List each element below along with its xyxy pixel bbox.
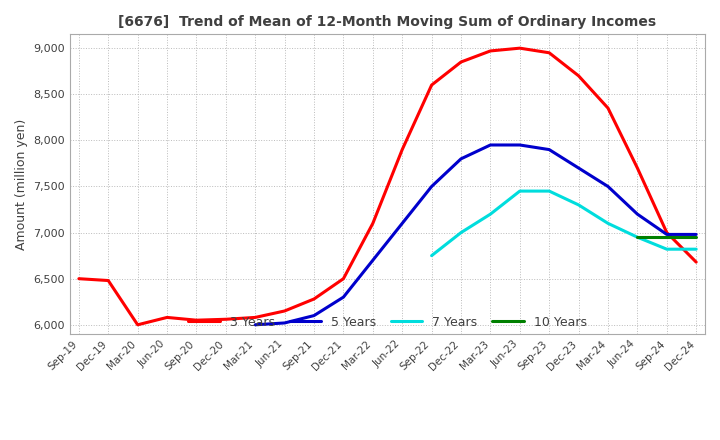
5 Years — [692, 232, 701, 237]
Line: 5 Years: 5 Years — [255, 145, 696, 325]
5 Years — [427, 184, 436, 189]
3 Years — [280, 308, 289, 314]
3 Years — [398, 147, 407, 152]
3 Years — [516, 45, 524, 51]
7 Years — [456, 230, 465, 235]
7 Years — [427, 253, 436, 258]
3 Years — [369, 221, 377, 226]
7 Years — [575, 202, 583, 208]
3 Years — [104, 278, 112, 283]
3 Years — [251, 315, 259, 320]
5 Years — [310, 313, 318, 318]
3 Years — [662, 230, 671, 235]
5 Years — [486, 143, 495, 148]
Legend: 3 Years, 5 Years, 7 Years, 10 Years: 3 Years, 5 Years, 7 Years, 10 Years — [184, 311, 592, 334]
5 Years — [398, 221, 407, 226]
5 Years — [456, 156, 465, 161]
3 Years — [633, 165, 642, 171]
7 Years — [486, 212, 495, 217]
10 Years — [692, 235, 701, 240]
5 Years — [369, 257, 377, 263]
7 Years — [692, 246, 701, 252]
5 Years — [575, 165, 583, 171]
3 Years — [603, 106, 612, 111]
5 Years — [251, 322, 259, 327]
3 Years — [456, 59, 465, 65]
3 Years — [222, 317, 230, 322]
3 Years — [310, 296, 318, 301]
Line: 7 Years: 7 Years — [431, 191, 696, 256]
5 Years — [545, 147, 554, 152]
3 Years — [192, 318, 201, 323]
5 Years — [516, 143, 524, 148]
3 Years — [486, 48, 495, 54]
7 Years — [633, 235, 642, 240]
5 Years — [339, 294, 348, 300]
10 Years — [662, 235, 671, 240]
7 Years — [603, 221, 612, 226]
10 Years — [633, 235, 642, 240]
5 Years — [603, 184, 612, 189]
Line: 3 Years: 3 Years — [79, 48, 696, 325]
5 Years — [662, 232, 671, 237]
7 Years — [516, 188, 524, 194]
3 Years — [692, 260, 701, 265]
Title: [6676]  Trend of Mean of 12-Month Moving Sum of Ordinary Incomes: [6676] Trend of Mean of 12-Month Moving … — [119, 15, 657, 29]
3 Years — [339, 276, 348, 281]
3 Years — [75, 276, 84, 281]
3 Years — [427, 82, 436, 88]
3 Years — [163, 315, 171, 320]
5 Years — [633, 212, 642, 217]
7 Years — [545, 188, 554, 194]
3 Years — [133, 322, 142, 327]
Y-axis label: Amount (million yen): Amount (million yen) — [15, 118, 28, 250]
3 Years — [575, 73, 583, 78]
5 Years — [280, 320, 289, 326]
3 Years — [545, 50, 554, 55]
7 Years — [662, 246, 671, 252]
